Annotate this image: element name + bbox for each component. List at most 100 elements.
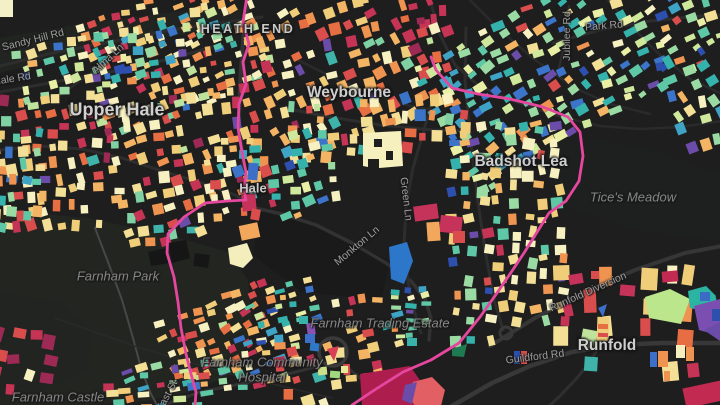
building-polygon bbox=[336, 0, 349, 14]
building-cluster-left-strip bbox=[0, 127, 47, 233]
building-polygon bbox=[492, 262, 504, 272]
building-polygon bbox=[111, 12, 121, 21]
building-polygon bbox=[135, 151, 149, 166]
roundabout-guildford-junction bbox=[498, 325, 514, 341]
building-polygon bbox=[121, 368, 133, 376]
building-polygon bbox=[661, 54, 676, 70]
building-polygon bbox=[595, 14, 608, 26]
building-polygon bbox=[612, 39, 624, 48]
building-polygon bbox=[489, 166, 502, 179]
building-polygon bbox=[225, 312, 234, 320]
building-cluster-weybourne-west bbox=[268, 127, 341, 222]
building-polygon bbox=[93, 32, 104, 42]
building-polygon bbox=[483, 243, 495, 255]
building-polygon bbox=[574, 102, 590, 117]
building-polygon bbox=[696, 59, 711, 73]
building-polygon bbox=[198, 321, 210, 333]
building-polygon bbox=[676, 329, 694, 348]
building-polygon bbox=[322, 38, 333, 52]
building-polygon bbox=[398, 91, 412, 106]
building-polygon bbox=[597, 71, 610, 83]
building-cluster-sandy-band bbox=[11, 6, 223, 106]
building-polygon bbox=[547, 78, 562, 93]
building-polygon bbox=[290, 186, 302, 195]
building-polygon bbox=[295, 310, 307, 317]
building-polygon bbox=[527, 106, 540, 118]
building-polygon bbox=[0, 221, 7, 233]
building-polygon bbox=[449, 143, 464, 156]
building-polygon bbox=[515, 22, 529, 33]
building-polygon bbox=[431, 129, 443, 142]
building-polygon bbox=[182, 59, 191, 68]
building-polygon bbox=[450, 98, 462, 109]
building-polygon bbox=[194, 347, 207, 359]
building-polygon bbox=[647, 80, 660, 90]
feature-salmon-blob bbox=[408, 377, 445, 405]
building-polygon bbox=[182, 152, 195, 166]
building-polygon bbox=[507, 9, 521, 23]
building-polygon bbox=[308, 140, 321, 152]
building-polygon bbox=[229, 288, 242, 299]
building-polygon bbox=[92, 182, 104, 192]
building-polygon bbox=[581, 118, 593, 129]
building-cluster-estate-mid bbox=[331, 293, 394, 335]
building-polygon bbox=[666, 89, 677, 103]
building-polygon bbox=[316, 116, 324, 124]
building-polygon bbox=[75, 23, 86, 33]
building-polygon bbox=[512, 231, 522, 241]
building-polygon bbox=[655, 61, 665, 72]
building-polygon bbox=[289, 356, 303, 365]
feature-lightgreen-poly bbox=[645, 289, 690, 324]
building-polygon bbox=[195, 338, 207, 350]
building-polygon bbox=[249, 368, 261, 377]
building-polygon bbox=[714, 105, 720, 121]
building-polygon bbox=[681, 0, 695, 11]
building-polygon bbox=[86, 90, 95, 100]
building-polygon bbox=[483, 277, 492, 286]
building-polygon bbox=[103, 152, 111, 163]
building-polygon bbox=[623, 92, 633, 101]
building-polygon bbox=[256, 277, 268, 288]
building-polygon bbox=[145, 237, 156, 247]
building-polygon bbox=[39, 95, 51, 105]
building-polygon bbox=[540, 0, 552, 7]
building-polygon bbox=[504, 145, 517, 157]
building-polygon bbox=[290, 51, 303, 62]
building-polygon bbox=[35, 164, 46, 171]
building-polygon bbox=[231, 164, 245, 179]
building-cluster-hospital-warm bbox=[153, 277, 293, 387]
building-polygon bbox=[494, 182, 503, 194]
building-polygon bbox=[200, 389, 214, 397]
building-polygon bbox=[21, 72, 30, 80]
building-polygon bbox=[640, 318, 651, 336]
feature-cream-park bbox=[228, 243, 253, 268]
building-polygon bbox=[539, 267, 548, 280]
building-polygon bbox=[59, 86, 70, 95]
building-polygon bbox=[493, 215, 501, 224]
building-polygon bbox=[255, 345, 264, 353]
building-polygon bbox=[450, 157, 462, 171]
building-polygon bbox=[143, 0, 154, 5]
building-polygon bbox=[509, 73, 523, 86]
building-polygon bbox=[703, 9, 719, 23]
building-polygon bbox=[109, 81, 118, 90]
building-polygon bbox=[472, 302, 480, 310]
feature-red-rect-b bbox=[439, 214, 463, 235]
building-polygon bbox=[541, 314, 551, 327]
route-line-west[interactable] bbox=[165, 0, 251, 405]
landuse-mid-fields bbox=[254, 210, 390, 301]
building-polygon bbox=[0, 325, 6, 343]
building-polygon bbox=[425, 64, 441, 79]
building-polygon bbox=[178, 49, 187, 57]
building-polygon bbox=[405, 332, 413, 339]
building-polygon bbox=[313, 103, 321, 112]
building-polygon bbox=[706, 93, 720, 108]
route-line-east[interactable] bbox=[350, 55, 585, 405]
building-polygon bbox=[108, 96, 120, 106]
building-polygon bbox=[155, 30, 163, 40]
building-polygon bbox=[331, 298, 340, 308]
building-polygon bbox=[189, 40, 201, 50]
building-polygon bbox=[135, 134, 148, 144]
building-polygon bbox=[9, 173, 17, 185]
